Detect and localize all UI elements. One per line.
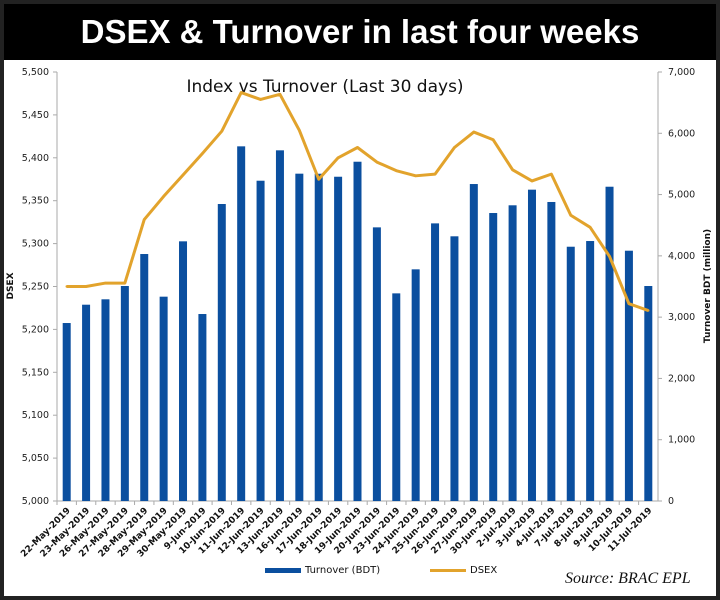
turnover-bar bbox=[179, 241, 188, 501]
right-tick-label: 4,000 bbox=[668, 251, 695, 262]
right-tick-label: 3,000 bbox=[668, 312, 695, 323]
turnover-bar bbox=[120, 286, 129, 501]
left-tick-label: 5,300 bbox=[22, 239, 49, 250]
dsex-point bbox=[395, 169, 398, 172]
dsex-point bbox=[298, 129, 301, 132]
dsex-point bbox=[104, 281, 107, 285]
left-tick-label: 5,150 bbox=[22, 367, 49, 378]
source-note: Source: BRAC EPL bbox=[565, 570, 691, 587]
turnover-bar bbox=[275, 150, 284, 502]
turnover-bar bbox=[411, 269, 420, 501]
right-tick-label: 5,000 bbox=[668, 190, 695, 201]
dsex-point bbox=[453, 146, 456, 149]
dsex-point bbox=[239, 91, 243, 94]
dsex-point bbox=[278, 93, 282, 96]
turnover-bar bbox=[508, 205, 517, 501]
dsex-point bbox=[627, 302, 631, 305]
turnover-bar bbox=[431, 223, 440, 501]
turnover-bar bbox=[140, 254, 149, 501]
turnover-bar bbox=[624, 250, 633, 501]
legend-line-swatch bbox=[430, 568, 466, 572]
turnover-bar bbox=[450, 236, 459, 501]
turnover-bar bbox=[237, 146, 246, 501]
left-tick-label: 5,000 bbox=[22, 496, 49, 507]
turnover-bar bbox=[547, 201, 556, 501]
dsex-point bbox=[492, 138, 495, 141]
turnover-bar bbox=[392, 293, 401, 501]
dsex-point bbox=[84, 285, 88, 288]
left-axis-title: DSEX bbox=[6, 272, 16, 299]
legend-bar-swatch bbox=[265, 567, 301, 573]
dsex-point bbox=[530, 179, 534, 183]
turnover-bar bbox=[159, 296, 168, 501]
turnover-bar bbox=[256, 180, 265, 501]
turnover-bar bbox=[353, 161, 362, 501]
dsex-point bbox=[414, 174, 417, 178]
turnover-bar bbox=[644, 286, 653, 501]
dsex-point bbox=[472, 130, 476, 134]
turnover-bar bbox=[198, 314, 207, 501]
dsex-point bbox=[317, 178, 320, 181]
dsex-point bbox=[259, 98, 262, 101]
turnover-bar bbox=[217, 204, 226, 501]
dsex-point bbox=[588, 226, 592, 229]
turnover-bar bbox=[566, 246, 575, 501]
right-tick-label: 1,000 bbox=[668, 435, 695, 446]
dsex-point bbox=[647, 309, 650, 312]
dsex-point bbox=[375, 160, 379, 164]
right-axis-title: Turnover BDT (million) bbox=[703, 229, 713, 343]
left-tick-label: 5,200 bbox=[22, 324, 49, 335]
legend-dsex: DSEX bbox=[430, 565, 497, 576]
turnover-bar bbox=[605, 186, 614, 501]
turnover-bar bbox=[586, 241, 595, 501]
dsex-point bbox=[181, 173, 185, 177]
turnover-bar bbox=[314, 173, 323, 501]
turnover-bar bbox=[101, 299, 110, 501]
chart-title: Index vs Turnover (Last 30 days) bbox=[186, 77, 463, 97]
left-tick-label: 5,450 bbox=[22, 110, 49, 121]
turnover-bar bbox=[62, 323, 71, 501]
turnover-bar bbox=[372, 227, 381, 501]
left-tick-label: 5,250 bbox=[22, 282, 49, 293]
right-tick-label: 7,000 bbox=[668, 67, 695, 78]
turnover-bar bbox=[527, 189, 536, 501]
turnover-bar bbox=[489, 213, 498, 501]
left-tick-label: 5,400 bbox=[22, 153, 49, 164]
turnover-bar bbox=[334, 176, 343, 501]
left-tick-label: 5,100 bbox=[22, 410, 49, 421]
dsex-point bbox=[201, 152, 204, 155]
dsex-point bbox=[220, 130, 223, 133]
legend-turnover: Turnover (BDT) bbox=[265, 565, 380, 576]
legend-label: DSEX bbox=[470, 565, 498, 576]
dsex-point bbox=[65, 285, 68, 288]
dsex-point bbox=[336, 156, 340, 159]
left-tick-label: 5,350 bbox=[22, 196, 49, 207]
page-title: DSEX & Turnover in last four weeks bbox=[4, 4, 716, 60]
right-tick-label: 6,000 bbox=[668, 128, 695, 139]
dsex-point bbox=[356, 146, 359, 149]
turnover-bar bbox=[469, 184, 478, 502]
dsex-point bbox=[123, 281, 127, 285]
turnover-bar bbox=[295, 173, 304, 501]
left-tick-label: 5,050 bbox=[22, 453, 49, 464]
dsex-point bbox=[569, 214, 572, 217]
dsex-point bbox=[550, 172, 553, 176]
dsex-point bbox=[608, 255, 611, 258]
legend-label: Turnover (BDT) bbox=[305, 565, 381, 576]
left-tick-label: 5,500 bbox=[22, 67, 49, 78]
dsex-point bbox=[162, 195, 165, 198]
turnover-bar bbox=[82, 304, 91, 501]
dsex-point bbox=[511, 168, 514, 172]
dsex-point bbox=[143, 218, 146, 221]
dsex-point bbox=[433, 172, 437, 176]
right-tick-label: 2,000 bbox=[668, 373, 695, 384]
right-tick-label: 0 bbox=[668, 496, 674, 507]
